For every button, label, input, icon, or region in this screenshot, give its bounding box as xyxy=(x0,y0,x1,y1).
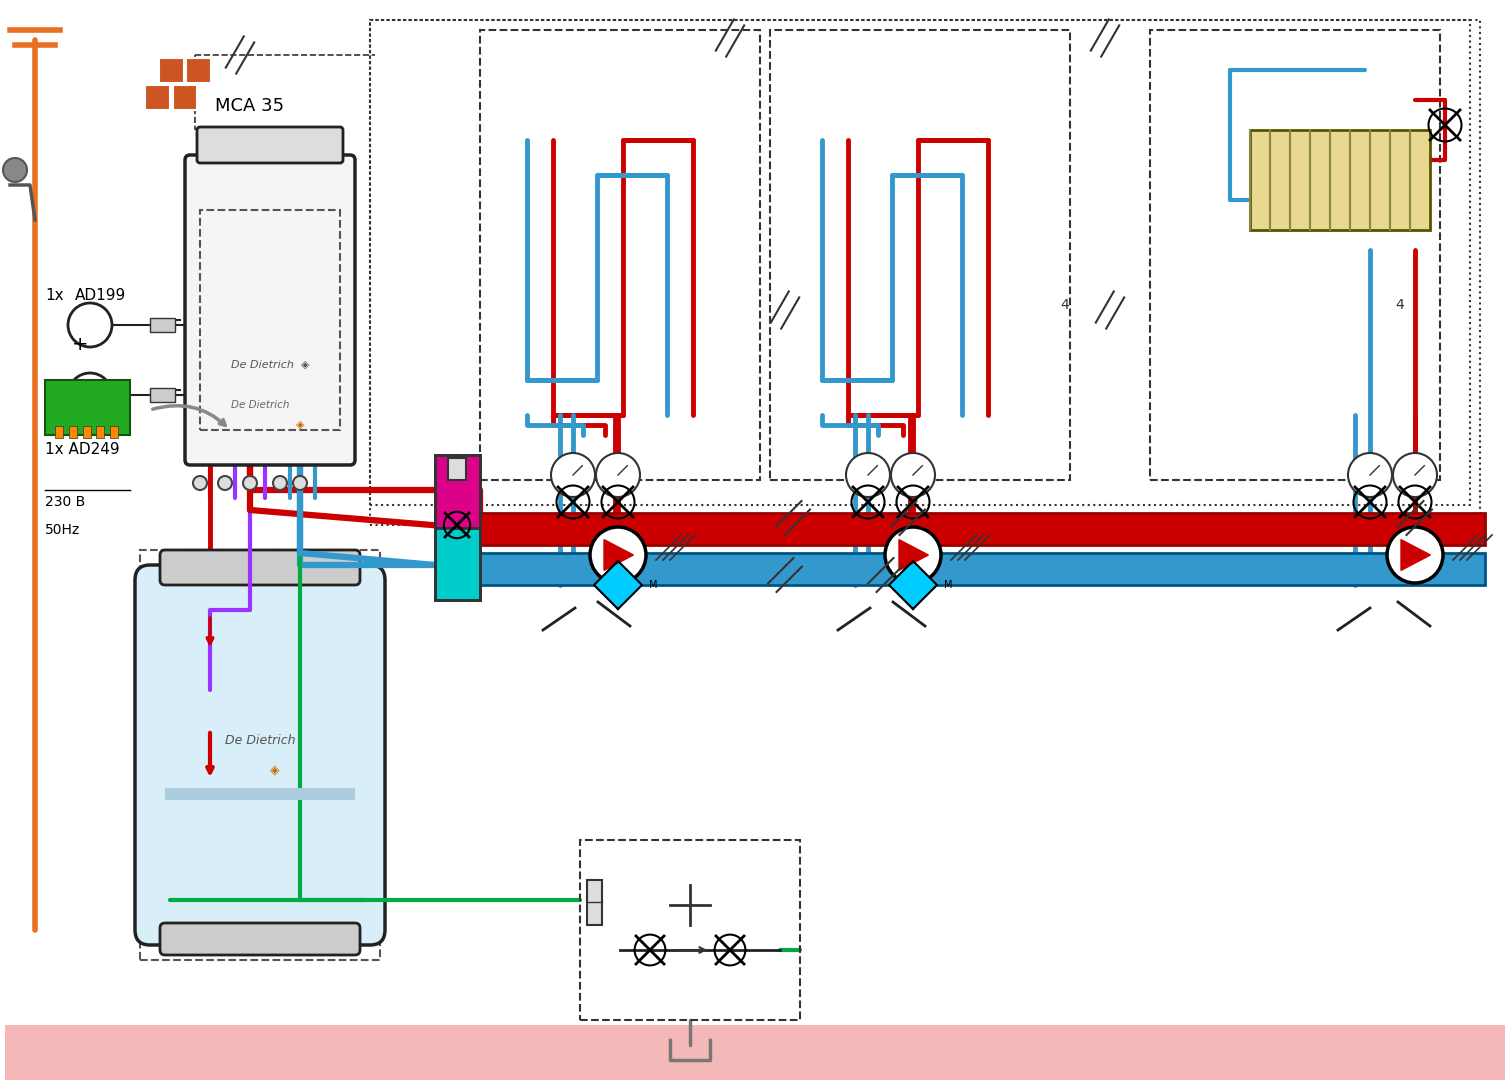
Circle shape xyxy=(845,453,891,497)
Text: M: M xyxy=(945,580,952,590)
Bar xyxy=(481,513,1484,545)
Bar xyxy=(69,426,77,438)
Bar xyxy=(588,880,601,924)
Bar xyxy=(96,426,104,438)
Circle shape xyxy=(273,476,286,490)
Bar xyxy=(164,788,356,800)
Text: M: M xyxy=(650,580,657,590)
Polygon shape xyxy=(900,540,928,570)
Polygon shape xyxy=(1402,540,1430,570)
FancyBboxPatch shape xyxy=(160,550,360,585)
Circle shape xyxy=(591,527,647,583)
Text: ◈: ◈ xyxy=(295,420,304,430)
Circle shape xyxy=(219,476,232,490)
Polygon shape xyxy=(594,561,642,609)
Bar xyxy=(448,458,466,480)
FancyBboxPatch shape xyxy=(185,156,356,465)
Text: De Dietrich: De Dietrich xyxy=(231,400,289,410)
Bar xyxy=(54,426,63,438)
Bar xyxy=(436,527,481,600)
Text: ◈: ◈ xyxy=(270,764,280,777)
Text: 1x: 1x xyxy=(45,287,63,302)
Bar xyxy=(151,388,175,402)
Bar xyxy=(83,426,90,438)
FancyBboxPatch shape xyxy=(197,127,344,163)
Bar xyxy=(436,455,481,600)
Bar xyxy=(1150,30,1441,480)
Text: 1x AD249: 1x AD249 xyxy=(45,442,119,457)
Text: 4: 4 xyxy=(1395,298,1405,312)
Text: De Dietrich: De Dietrich xyxy=(225,733,295,746)
Bar xyxy=(5,1025,1505,1080)
Text: AD199: AD199 xyxy=(75,287,127,302)
Bar xyxy=(145,85,170,110)
FancyBboxPatch shape xyxy=(136,565,384,945)
Circle shape xyxy=(1392,453,1438,497)
Bar xyxy=(770,30,1070,480)
Bar xyxy=(481,553,1484,585)
Circle shape xyxy=(193,476,206,490)
Bar xyxy=(187,57,211,82)
Circle shape xyxy=(3,158,27,183)
FancyBboxPatch shape xyxy=(160,923,360,955)
Bar xyxy=(436,455,481,527)
Bar xyxy=(151,318,175,332)
Text: +: + xyxy=(72,336,89,354)
Text: De Dietrich  ◈: De Dietrich ◈ xyxy=(231,360,309,370)
Circle shape xyxy=(885,527,940,583)
Bar xyxy=(371,21,1480,525)
Circle shape xyxy=(891,453,934,497)
Bar xyxy=(172,85,197,110)
Bar xyxy=(371,21,1469,505)
Polygon shape xyxy=(889,561,937,609)
Circle shape xyxy=(1347,453,1392,497)
Text: MCA 35: MCA 35 xyxy=(216,97,285,114)
Circle shape xyxy=(292,476,307,490)
Circle shape xyxy=(243,476,258,490)
Bar xyxy=(1249,130,1430,230)
Polygon shape xyxy=(604,540,633,570)
Text: 230 В: 230 В xyxy=(45,495,86,509)
Circle shape xyxy=(595,453,640,497)
Bar xyxy=(200,210,341,430)
Circle shape xyxy=(1386,527,1444,583)
Text: 4: 4 xyxy=(1061,298,1070,312)
Bar xyxy=(580,840,800,1020)
Bar xyxy=(481,30,760,480)
Bar xyxy=(158,57,184,82)
Bar xyxy=(140,550,380,960)
Circle shape xyxy=(552,453,595,497)
Text: 50Hz: 50Hz xyxy=(45,523,80,537)
Bar xyxy=(45,380,130,435)
Bar xyxy=(110,426,118,438)
